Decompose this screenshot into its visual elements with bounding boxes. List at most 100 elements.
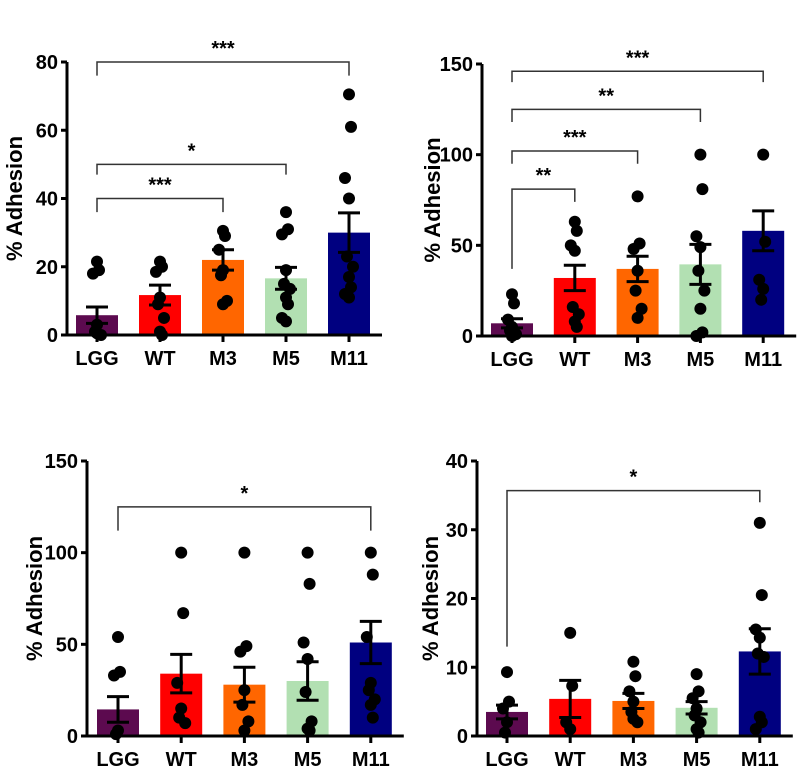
data-point xyxy=(215,269,227,282)
x-tick-label-M3: M3 xyxy=(620,749,648,770)
x-tick-label-M11: M11 xyxy=(741,749,779,770)
data-point xyxy=(570,224,583,237)
data-point xyxy=(757,148,770,161)
x-tick-label-M5: M5 xyxy=(683,749,711,770)
data-point xyxy=(635,302,648,315)
x-tick-label-M11: M11 xyxy=(330,348,368,370)
y-tick-label: 150 xyxy=(45,451,78,473)
data-point xyxy=(631,311,644,324)
x-tick-label-LGG: LGG xyxy=(490,349,533,371)
data-point xyxy=(690,668,703,681)
y-axis-label: % Adhesion xyxy=(418,536,443,661)
data-point xyxy=(508,297,520,310)
data-point xyxy=(362,684,375,697)
data-point xyxy=(631,190,644,203)
panel-d: % Adhesion 0 10 20 30 40 LGG WT M3 M5 M11 * xyxy=(418,451,793,770)
data-point xyxy=(280,206,292,219)
data-point xyxy=(753,273,766,286)
significance-label: *** xyxy=(563,127,587,149)
data-point xyxy=(692,264,705,277)
data-point xyxy=(698,284,711,297)
x-tick-label-M3: M3 xyxy=(209,348,237,370)
data-point xyxy=(627,242,640,255)
data-point xyxy=(343,291,355,304)
data-point xyxy=(366,568,379,581)
data-point xyxy=(108,669,120,682)
data-point xyxy=(690,230,703,243)
data-point xyxy=(696,183,709,196)
significance-label: ** xyxy=(536,165,552,187)
data-point xyxy=(629,670,642,683)
significance-label: *** xyxy=(148,175,172,197)
y-tick-label: 0 xyxy=(457,726,468,748)
data-point xyxy=(759,235,772,248)
panel-c: % Adhesion 0 50 100 150 LGG WT M3 M5 M11 * xyxy=(22,451,404,770)
data-point xyxy=(297,636,310,649)
data-point xyxy=(564,723,577,736)
y-tick-label: 20 xyxy=(446,589,468,611)
significance-label: * xyxy=(630,467,638,489)
data-point xyxy=(282,298,294,311)
data-point xyxy=(366,711,379,724)
y-axis-label: % Adhesion xyxy=(22,536,47,661)
data-point xyxy=(568,215,581,228)
y-tick-label: 100 xyxy=(440,145,473,167)
data-point xyxy=(755,589,768,602)
x-tick-label-M5: M5 xyxy=(272,348,300,370)
data-point xyxy=(757,282,770,295)
data-point xyxy=(219,230,231,243)
y-tick-label: 40 xyxy=(446,451,468,473)
data-point xyxy=(627,655,640,668)
data-point xyxy=(343,88,355,101)
data-point xyxy=(280,315,292,328)
x-tick-label-M5: M5 xyxy=(294,749,322,770)
y-tick-label: 100 xyxy=(45,543,78,565)
x-tick-label-M5: M5 xyxy=(687,349,715,371)
y-tick-label: 50 xyxy=(56,634,78,656)
data-point xyxy=(570,320,583,333)
y-tick-label: 40 xyxy=(36,189,58,211)
data-point xyxy=(276,228,288,241)
x-tick-label-WT: WT xyxy=(559,349,590,371)
x-tick-label-M3: M3 xyxy=(624,349,652,371)
data-point xyxy=(299,686,312,698)
significance-label: *** xyxy=(626,47,650,69)
data-point xyxy=(177,607,190,620)
data-point xyxy=(364,546,377,559)
x-tick-label-M3: M3 xyxy=(231,749,259,770)
y-tick-label: 20 xyxy=(36,257,58,279)
x-tick-label-WT: WT xyxy=(555,749,586,770)
significance-bracket xyxy=(96,197,224,213)
data-point xyxy=(564,626,577,639)
data-point xyxy=(175,702,188,715)
y-axis-label: % Adhesion xyxy=(420,137,445,262)
data-point xyxy=(755,293,768,306)
x-tick-label-M11: M11 xyxy=(744,349,782,371)
data-point xyxy=(501,666,513,679)
significance-bracket xyxy=(506,489,761,647)
significance-label: * xyxy=(241,483,249,505)
data-point xyxy=(364,698,377,711)
significance-bracket xyxy=(117,506,372,531)
y-tick-label: 0 xyxy=(462,326,473,348)
significance-bracket xyxy=(96,61,350,76)
data-point xyxy=(694,302,707,315)
x-tick-label-LGG: LGG xyxy=(75,348,118,370)
data-point xyxy=(345,120,357,133)
data-point xyxy=(339,172,351,185)
y-tick-label: 50 xyxy=(451,235,473,257)
significance-bracket xyxy=(511,70,764,83)
significance-label: *** xyxy=(211,38,235,60)
data-point xyxy=(238,546,251,559)
data-point xyxy=(694,148,707,161)
data-point xyxy=(242,715,255,728)
x-tick-label-M11: M11 xyxy=(352,749,390,770)
significance-label: ** xyxy=(598,85,614,107)
data-point xyxy=(343,192,355,205)
y-tick-label: 60 xyxy=(36,120,58,142)
data-point xyxy=(150,265,162,278)
y-tick-label: 0 xyxy=(67,726,78,748)
significance-bracket xyxy=(96,163,287,175)
